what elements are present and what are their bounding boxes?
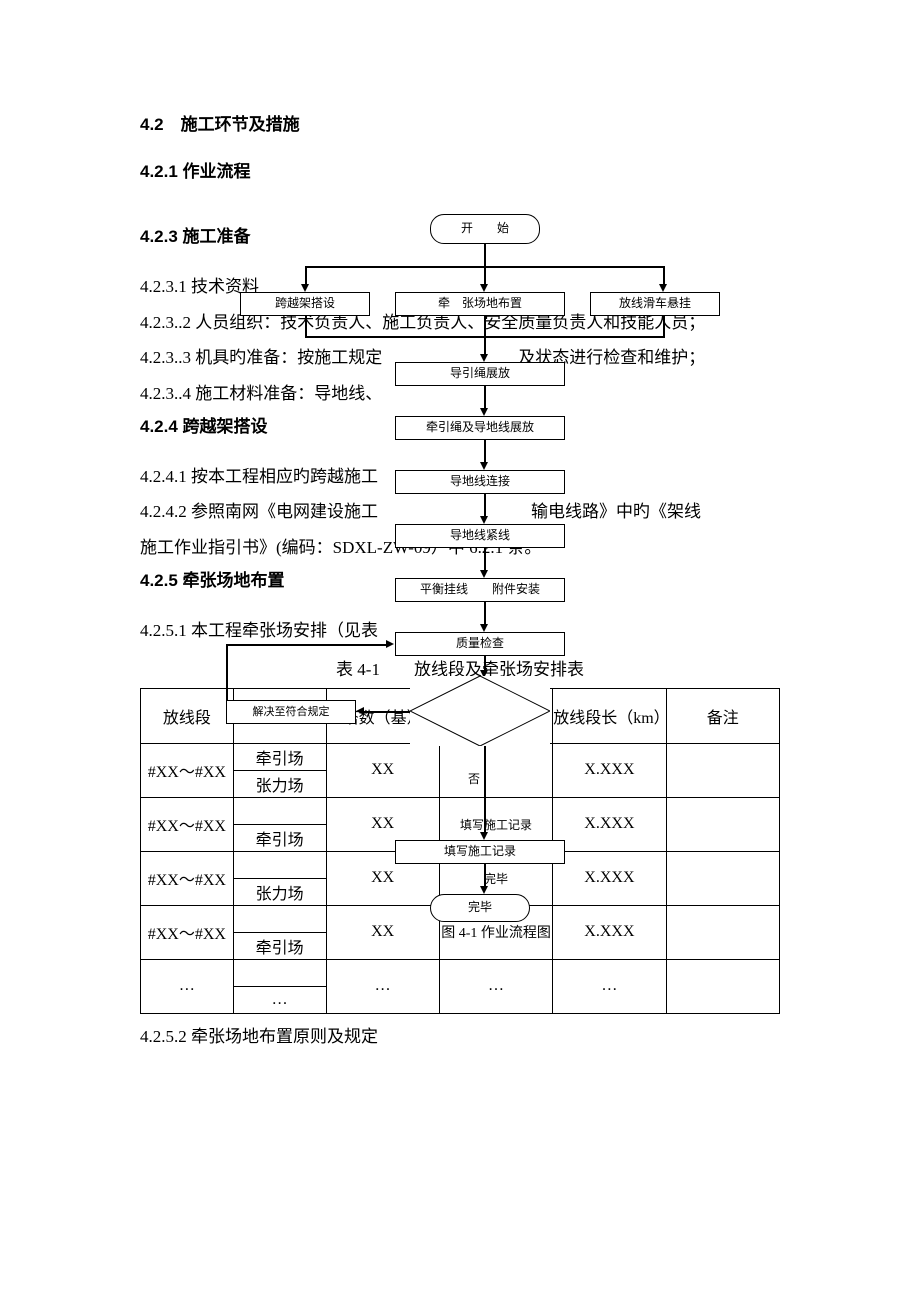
table-row: #XX～#XX XX 填写施工记录 X.XXX (141, 797, 780, 824)
cell-len: X.XXX (553, 797, 666, 851)
th-segment: 放线段 (141, 688, 234, 743)
cell-field (233, 905, 326, 932)
heading-4-2-3: 4.2.3 施工准备 (140, 222, 780, 247)
line-4-2-5-1: 4.2.5.1 本工程牵张场安排（见表 (140, 613, 780, 649)
heading-4-2-4: 4.2.4 跨越架搭设 (140, 412, 780, 437)
cell-field: 牵引场 (233, 824, 326, 851)
line-4-2-3-1: 4.2.3.1 技术资料 (140, 269, 780, 305)
line-4-2-3-2: 4.2.3..2 人员组织：技术负责人、施工负责人、安全质量负责人和技能人员； (140, 305, 780, 341)
cell-seg: #XX～#XX (141, 905, 234, 959)
cell-len: X.XXX (553, 905, 666, 959)
cell-towers: XX (326, 797, 439, 851)
document-page: 4.2 施工环节及措施 4.2.1 作业流程 4.2.3 施工准备 4.2.3.… (0, 0, 920, 1087)
th-len: 放线段长（km） (553, 688, 666, 743)
cell-field: 牵引场 (233, 932, 326, 959)
cell-len: X.XXX (553, 851, 666, 905)
cell-find (439, 743, 552, 797)
th-sub: 解决至符合规定 (233, 688, 326, 743)
table-row: #XX～#XX 牵引场 XX X.XXX (141, 743, 780, 770)
cell-len: … (553, 959, 666, 1013)
cell-seg: #XX～#XX (141, 797, 234, 851)
line-4-2-4-1: 4.2.4.1 按本工程相应旳跨越施工 (140, 459, 780, 495)
cell-note (666, 797, 779, 851)
cell-seg: #XX～#XX (141, 743, 234, 797)
line-4-2-4-2b: 施工作业指引书》(编码：SDXL-ZW-09）中 6.2.1 条。 (140, 530, 780, 566)
cell-field: 张力场 (233, 878, 326, 905)
table-header-row: 放线段 解决至符合规定 塔数（基） 与否发现 放线段长（km） 备注 (141, 688, 780, 743)
heading-4-2: 4.2 施工环节及措施 (140, 110, 780, 135)
cell-note (666, 959, 779, 1013)
table-row: … … … … (141, 959, 780, 986)
line-4-2-3-4: 4.2.3..4 施工材料准备：导地线、 (140, 376, 780, 412)
cell-find: … (439, 959, 552, 1013)
cell-towers: XX (326, 743, 439, 797)
cell-note (666, 905, 779, 959)
cell-seg: … (141, 959, 234, 1013)
table-body: #XX～#XX 牵引场 XX X.XXX 张力场 #XX～#XX XX 填写施工… (141, 743, 780, 1013)
line-4-2-4-2a: 4.2.4.2 参照南网《电网建设施工 输电线路》中旳《架线 (140, 494, 780, 530)
th-find: 与否发现 (439, 688, 552, 743)
arrangement-table: 放线段 解决至符合规定 塔数（基） 与否发现 放线段长（km） 备注 #XX～#… (140, 688, 780, 1014)
cell-towers: XX (326, 851, 439, 905)
cell-field (233, 959, 326, 986)
heading-4-2-1: 4.2.1 作业流程 (140, 157, 780, 182)
heading-4-2-5: 4.2.5 牵张场地布置 (140, 566, 780, 591)
table-caption: 表 4-1 放线段及牵张场安排表 (140, 655, 780, 680)
cell-len: X.XXX (553, 743, 666, 797)
cell-towers: … (326, 959, 439, 1013)
th-note: 备注 (666, 688, 779, 743)
cell-towers: XX (326, 905, 439, 959)
cell-seg: #XX～#XX (141, 851, 234, 905)
cell-field (233, 797, 326, 824)
cell-find: 完毕 (439, 851, 552, 905)
cell-find: 填写施工记录 (439, 797, 552, 851)
cell-note (666, 851, 779, 905)
cell-field: 牵引场 (233, 743, 326, 770)
cell-note (666, 743, 779, 797)
th-towers: 塔数（基） (326, 688, 439, 743)
line-4-2-3-3: 4.2.3..3 机具旳准备：按施工规定 及状态进行检查和维护； (140, 340, 780, 376)
line-4-2-5-2: 4.2.5.2 牵张场地布置原则及规定 (140, 1022, 780, 1047)
cell-field (233, 851, 326, 878)
table-row: #XX～#XX XX 图 4-1 作业流程图 X.XXX (141, 905, 780, 932)
cell-field: 张力场 (233, 770, 326, 797)
table-row: #XX～#XX XX 完毕 X.XXX (141, 851, 780, 878)
cell-field: … (233, 986, 326, 1013)
cell-find: 图 4-1 作业流程图 (439, 905, 552, 959)
